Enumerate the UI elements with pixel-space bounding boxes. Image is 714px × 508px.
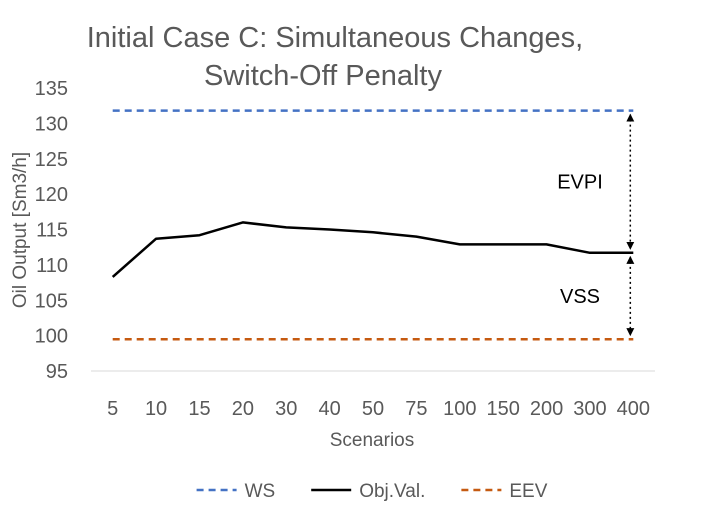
x-axis-label: Scenarios: [330, 430, 415, 451]
x-tick-label: 75: [405, 398, 427, 420]
chart-title: Initial Case C: Simultaneous Changes,: [87, 22, 583, 54]
x-tick-label: 15: [188, 398, 210, 420]
y-tick-label: 135: [35, 78, 68, 100]
y-tick-label: 100: [35, 326, 68, 348]
series-line-obj-val: [111, 221, 634, 278]
x-tick-label: 30: [275, 398, 297, 420]
x-axis-ticks: 5 10 15 20 30 40 50 75 100 150 200 300 400: [107, 398, 650, 420]
x-tick-label: 10: [145, 398, 167, 420]
legend: WS Obj.Val. EEV: [196, 481, 548, 502]
chart-subtitle: Switch-Off Penalty: [204, 60, 443, 92]
series-layer: [111, 109, 634, 341]
x-tick-label: 150: [486, 398, 519, 420]
annotation-layer: EVPI VSS: [557, 113, 635, 337]
annotation-label-vss: VSS: [560, 286, 600, 308]
y-axis-label: Oil Output [Sm3/h]: [10, 152, 31, 308]
x-tick-label: 200: [530, 398, 563, 420]
x-tick-label: 40: [318, 398, 340, 420]
y-axis-ticks: 95 100 105 110 115 120 125 130 135: [35, 78, 68, 383]
x-tick-label: 50: [362, 398, 384, 420]
legend-label: WS: [245, 481, 276, 502]
legend-label: EEV: [509, 481, 547, 502]
x-tick-label: 20: [232, 398, 254, 420]
y-tick-label: 105: [35, 290, 68, 312]
x-tick-label: 300: [573, 398, 606, 420]
y-tick-label: 95: [46, 361, 68, 383]
y-tick-label: 130: [35, 113, 68, 135]
annotation-label-evpi: EVPI: [557, 172, 603, 194]
y-tick-label: 115: [36, 220, 68, 242]
x-tick-label: 400: [617, 398, 650, 420]
legend-label: Obj.Val.: [359, 481, 425, 502]
x-tick-label: 5: [107, 398, 118, 420]
y-tick-label: 125: [35, 149, 68, 171]
x-tick-label: 100: [443, 398, 476, 420]
y-tick-label: 110: [36, 255, 68, 277]
y-tick-label: 120: [35, 184, 68, 206]
